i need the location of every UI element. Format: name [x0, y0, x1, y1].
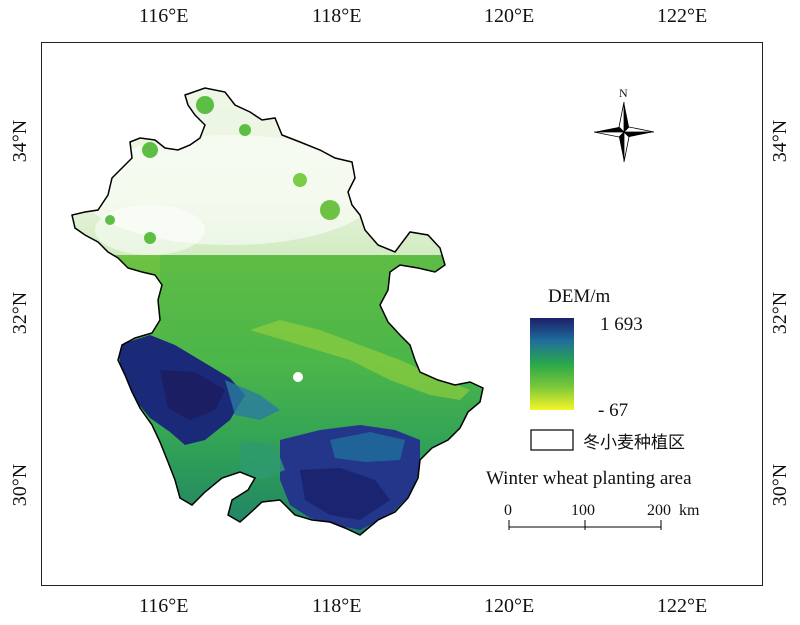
legend-min-value: - 67 [598, 400, 629, 421]
lon-label-118-top: 118°E [312, 5, 362, 27]
legend-planting-label-en: Winter wheat planting area [486, 468, 692, 489]
scale-unit: km [679, 502, 700, 519]
legend-title: DEM/m [548, 286, 611, 307]
lon-label-116-bottom: 116°E [139, 595, 189, 617]
north-label: N [619, 86, 628, 100]
lon-label-118-bottom: 118°E [312, 595, 362, 617]
dem-raster [72, 88, 483, 535]
scale-tick-100: 100 [571, 502, 595, 519]
lon-label-116-top: 116°E [139, 5, 189, 27]
scale-bar [508, 520, 662, 530]
legend-planting-label-cn: 冬小麦种植区 [583, 433, 685, 453]
map-frame [41, 42, 763, 586]
scale-tick-200: 200 [647, 502, 671, 519]
north-arrow-icon [593, 101, 655, 163]
lon-label-120-bottom: 120°E [484, 595, 535, 617]
lon-label-122-bottom: 122°E [657, 595, 708, 617]
lon-label-122-top: 122°E [657, 5, 708, 27]
legend-max-value: 1 693 [600, 314, 643, 335]
lon-label-120-top: 120°E [484, 5, 535, 27]
province-boundary [71, 87, 484, 536]
planting-area-swatch [530, 429, 574, 451]
scale-tick-0: 0 [504, 502, 512, 519]
dem-colorbar [530, 318, 574, 410]
